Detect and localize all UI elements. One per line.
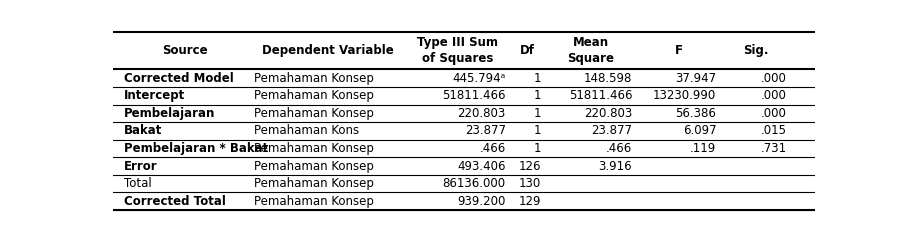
Text: Pemahaman Konsep: Pemahaman Konsep	[254, 160, 373, 173]
Text: 23.877: 23.877	[591, 124, 632, 138]
Text: 129: 129	[518, 195, 541, 208]
Text: Corrected Model: Corrected Model	[124, 72, 234, 85]
Text: 939.200: 939.200	[458, 195, 506, 208]
Text: Dependent Variable: Dependent Variable	[262, 44, 393, 57]
Text: 1: 1	[534, 124, 541, 138]
Text: Pemahaman Konsep: Pemahaman Konsep	[254, 72, 373, 85]
Text: 86136.000: 86136.000	[443, 177, 506, 190]
Text: 56.386: 56.386	[676, 107, 717, 120]
Text: Pembelajaran * Bakat: Pembelajaran * Bakat	[124, 142, 268, 155]
Text: Mean
Square: Mean Square	[567, 36, 614, 66]
Text: Bakat: Bakat	[124, 124, 162, 138]
Text: Pemahaman Konsep: Pemahaman Konsep	[254, 195, 373, 208]
Text: 6.097: 6.097	[683, 124, 717, 138]
Text: Pemahaman Konsep: Pemahaman Konsep	[254, 177, 373, 190]
Text: .000: .000	[761, 72, 786, 85]
Text: 126: 126	[518, 160, 541, 173]
Text: .015: .015	[761, 124, 786, 138]
Text: Error: Error	[124, 160, 158, 173]
Text: F: F	[674, 44, 682, 57]
Text: Type III Sum
of Squares: Type III Sum of Squares	[417, 36, 497, 66]
Text: 220.803: 220.803	[583, 107, 632, 120]
Text: Corrected Total: Corrected Total	[124, 195, 226, 208]
Text: 130: 130	[518, 177, 541, 190]
Text: Intercept: Intercept	[124, 89, 185, 102]
Text: 493.406: 493.406	[458, 160, 506, 173]
Text: 1: 1	[534, 142, 541, 155]
Text: .000: .000	[761, 107, 786, 120]
Text: Pembelajaran: Pembelajaran	[124, 107, 215, 120]
Text: .731: .731	[760, 142, 786, 155]
Text: 220.803: 220.803	[458, 107, 506, 120]
Text: 13230.990: 13230.990	[653, 89, 717, 102]
Text: 3.916: 3.916	[599, 160, 632, 173]
Text: .119: .119	[690, 142, 717, 155]
Text: .466: .466	[479, 142, 506, 155]
Text: 37.947: 37.947	[675, 72, 717, 85]
Text: Df: Df	[520, 44, 535, 57]
Text: Pemahaman Konsep: Pemahaman Konsep	[254, 142, 373, 155]
Text: 51811.466: 51811.466	[569, 89, 632, 102]
Text: 1: 1	[534, 107, 541, 120]
Text: Total: Total	[124, 177, 151, 190]
Text: Pemahaman Kons: Pemahaman Kons	[254, 124, 359, 138]
Text: .000: .000	[761, 89, 786, 102]
Text: Source: Source	[162, 44, 208, 57]
Text: .466: .466	[606, 142, 632, 155]
Text: Sig.: Sig.	[743, 44, 768, 57]
Text: Pemahaman Konsep: Pemahaman Konsep	[254, 89, 373, 102]
Text: 1: 1	[534, 89, 541, 102]
Text: 148.598: 148.598	[583, 72, 632, 85]
Text: 23.877: 23.877	[465, 124, 506, 138]
Text: 51811.466: 51811.466	[442, 89, 506, 102]
Text: 1: 1	[534, 72, 541, 85]
Text: Pemahaman Konsep: Pemahaman Konsep	[254, 107, 373, 120]
Text: 445.794ᵃ: 445.794ᵃ	[452, 72, 506, 85]
